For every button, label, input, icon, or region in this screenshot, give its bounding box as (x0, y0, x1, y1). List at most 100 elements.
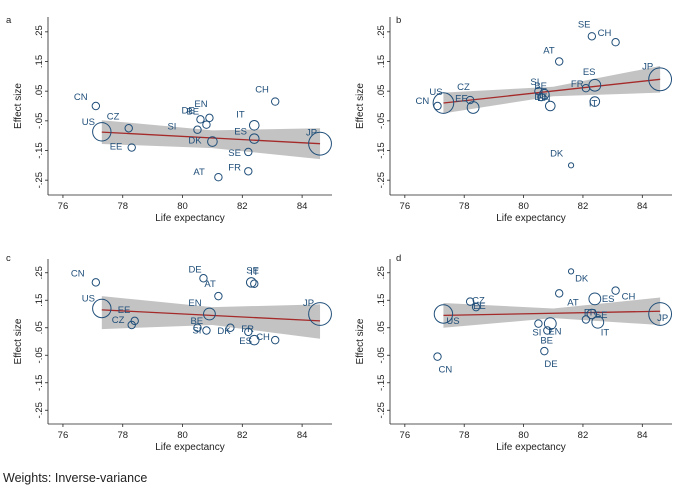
point-label: CZ (112, 315, 125, 326)
fit-line (101, 309, 321, 322)
point-label: IT (250, 267, 259, 278)
panel-a: a .25 .15 .05 -.05 -.15 -.25 76 78 80 82 84 Life exp… (6, 15, 332, 224)
panel-c: c .25 .15 .05 -.05 -.15 -.25 76 78 80 82 84 Life exp… (6, 253, 332, 453)
y-tick-label: -.25 (376, 172, 387, 188)
x-tick-label: 76 (58, 201, 69, 212)
x-tick-label: 78 (459, 430, 470, 441)
point-us (433, 304, 454, 324)
point-be (193, 323, 202, 332)
point-label: SE (228, 148, 241, 159)
point-label: IT (589, 99, 598, 110)
point-jp (308, 131, 332, 156)
y-tick-label: .05 (34, 321, 45, 334)
point-label: CZ (107, 111, 120, 122)
point-de (540, 346, 549, 356)
x-tick-label: 76 (58, 430, 69, 441)
point-label: FR (571, 79, 584, 90)
point-it (248, 119, 260, 131)
panel-d: d .25 .15 .05 -.05 -.15 -.25 76 78 80 82 84 Life exp… (355, 253, 673, 453)
x-tick-label: 76 (400, 430, 411, 441)
point-ee (471, 302, 481, 312)
x-tick-label: 82 (237, 201, 248, 212)
x-tick-label: 82 (578, 201, 589, 212)
point-label: CH (256, 332, 270, 343)
point-label: JP (642, 61, 653, 72)
y-tick-label: .25 (376, 266, 387, 279)
point-label: DK (550, 148, 564, 159)
point-de (196, 115, 205, 124)
point-label: CH (622, 292, 636, 303)
point-label: BE (540, 336, 553, 347)
y-tick-label: -.15 (376, 142, 387, 158)
point-label: EE (455, 93, 468, 104)
x-tick-label: 80 (177, 430, 188, 441)
point-dk (567, 162, 575, 169)
point-label: FR (241, 324, 254, 335)
x-tick-label: 80 (177, 201, 188, 212)
fit-line (101, 131, 321, 145)
x-axis-label: Life expectancy (155, 442, 225, 453)
point-label: ES (583, 67, 596, 78)
panel-label: b (396, 15, 401, 26)
point-ch (611, 286, 620, 295)
point-us (92, 122, 112, 142)
point-label: CH (255, 85, 269, 96)
point-jp (648, 302, 673, 326)
point-label: CZ (457, 82, 470, 93)
confidence-band (443, 65, 661, 114)
point-label: SE (595, 310, 608, 321)
point-label: ES (234, 127, 247, 138)
point-dk (226, 323, 235, 332)
point-it (591, 315, 605, 329)
fit-line (443, 310, 661, 317)
point-label: EN (537, 93, 550, 104)
point-label: EE (473, 301, 486, 312)
point-label: SI (167, 122, 176, 133)
point-ch (611, 38, 620, 47)
point-label: JP (306, 128, 317, 139)
point-at (555, 57, 564, 66)
footnote: Weights: Inverse-variance (3, 471, 148, 485)
point-label: EN (188, 298, 201, 309)
point-dk (207, 136, 218, 147)
x-tick-label: 76 (400, 201, 411, 212)
x-tick-label: 80 (518, 201, 529, 212)
point-cz (127, 320, 136, 330)
point-si (534, 319, 543, 328)
y-tick-label: .15 (376, 294, 387, 307)
point-label: US (429, 87, 442, 98)
point-si (193, 125, 202, 134)
y-tick-label: .25 (34, 266, 45, 279)
y-tick-label: -.15 (376, 375, 387, 391)
y-axis-label: Effect size (355, 83, 366, 129)
point-label: JP (303, 298, 314, 309)
point-label: DE (544, 359, 557, 370)
x-tick-label: 84 (297, 430, 308, 441)
point-en (544, 100, 556, 112)
point-label: SE (578, 19, 591, 30)
point-se (244, 147, 253, 157)
point-be (543, 326, 552, 335)
point-en (543, 317, 557, 331)
point-de (537, 92, 546, 102)
y-axis-label: Effect size (355, 318, 366, 364)
point-it (250, 279, 259, 288)
y-tick-label: .25 (34, 25, 45, 38)
point-label: EE (110, 142, 123, 153)
point-label: EN (548, 327, 561, 338)
point-label: DK (188, 136, 202, 147)
point-us (92, 298, 112, 319)
figure: a .25 .15 .05 -.05 -.15 -.25 76 78 80 82 84 Life exp… (6, 15, 673, 453)
point-en (203, 307, 216, 321)
point-label: DK (217, 326, 231, 337)
point-cn (433, 352, 442, 361)
point-label: CN (71, 268, 85, 279)
point-label: FR (228, 162, 241, 173)
y-tick-label: .15 (34, 55, 45, 68)
point-label: DE (534, 92, 547, 103)
point-label: IT (601, 327, 610, 338)
point-label: BE (186, 107, 199, 118)
x-tick-label: 82 (237, 430, 248, 441)
x-tick-label: 78 (459, 201, 470, 212)
point-us (432, 92, 455, 114)
